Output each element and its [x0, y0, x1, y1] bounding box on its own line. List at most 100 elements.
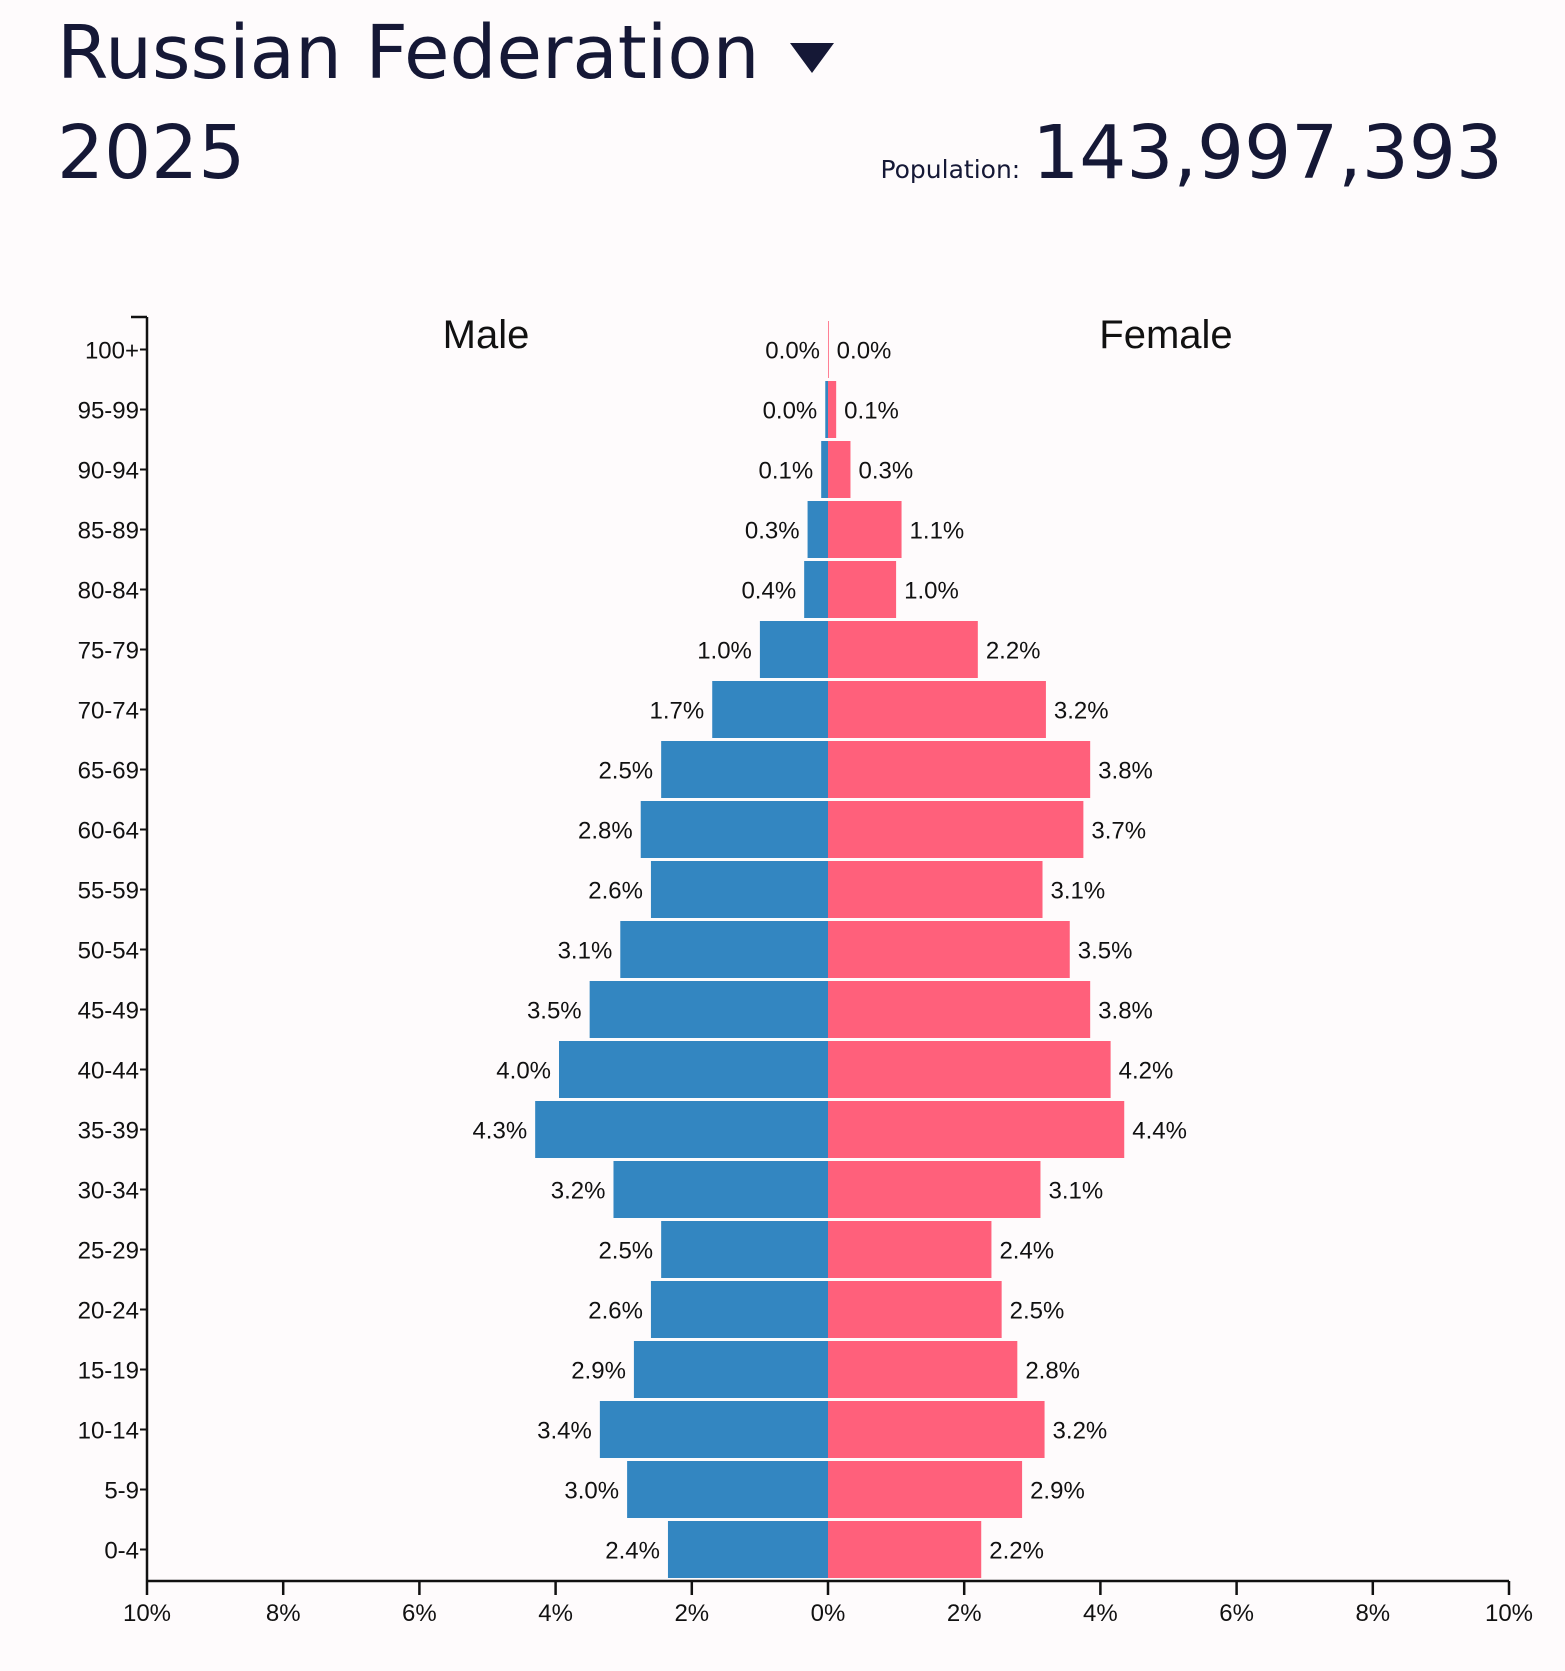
- female-value-label: 4.4%: [1132, 1118, 1187, 1145]
- male-value-label: 3.1%: [558, 938, 613, 965]
- female-value-label: 3.2%: [1054, 698, 1109, 725]
- male-value-label: 3.4%: [537, 1418, 592, 1445]
- female-bar: [828, 1281, 1002, 1338]
- female-bar: [828, 441, 851, 498]
- female-value-label: 0.0%: [837, 338, 892, 365]
- male-bar: [807, 501, 828, 558]
- female-bar: [828, 921, 1070, 978]
- female-bar: [828, 1521, 982, 1578]
- male-value-label: 2.9%: [571, 1358, 626, 1385]
- female-value-label: 2.2%: [986, 638, 1041, 665]
- x-tick-label: 8%: [266, 1600, 301, 1627]
- female-bar: [828, 861, 1043, 918]
- male-bar: [633, 1341, 828, 1398]
- female-bar: [828, 1461, 1023, 1518]
- age-group-label: 40-44: [78, 1058, 139, 1085]
- male-value-label: 4.3%: [472, 1118, 527, 1145]
- male-bar: [661, 741, 828, 798]
- female-value-label: 2.2%: [989, 1538, 1044, 1565]
- female-value-label: 3.1%: [1048, 1178, 1103, 1205]
- female-bar: [828, 621, 978, 678]
- female-value-label: 2.9%: [1030, 1478, 1085, 1505]
- x-tick-label: 8%: [1355, 1600, 1390, 1627]
- female-bar: [828, 981, 1091, 1038]
- female-value-label: 1.0%: [904, 578, 959, 605]
- male-bar: [535, 1101, 828, 1158]
- female-bar: [828, 321, 829, 378]
- age-group-label: 50-54: [78, 938, 139, 965]
- male-value-label: 0.1%: [758, 458, 813, 485]
- population-label: Population:: [880, 155, 1021, 184]
- female-value-label: 3.8%: [1098, 758, 1153, 785]
- male-value-label: 2.6%: [588, 1298, 643, 1325]
- male-bar: [620, 921, 828, 978]
- age-group-label: 90-94: [78, 458, 139, 485]
- female-bar: [828, 1341, 1018, 1398]
- male-value-label: 2.5%: [598, 758, 653, 785]
- male-value-label: 4.0%: [496, 1058, 551, 1085]
- age-group-label: 0-4: [104, 1538, 139, 1565]
- male-bar: [825, 381, 828, 438]
- male-bar: [599, 1401, 828, 1458]
- x-tick-label: 2%: [674, 1600, 709, 1627]
- age-group-label: 15-19: [78, 1358, 139, 1385]
- male-value-label: 0.4%: [741, 578, 796, 605]
- female-bar: [828, 801, 1084, 858]
- male-bar: [559, 1041, 828, 1098]
- x-tick-label: 4%: [1083, 1600, 1118, 1627]
- male-value-label: 3.0%: [564, 1478, 619, 1505]
- male-value-label: 2.4%: [605, 1538, 660, 1565]
- age-group-label: 35-39: [78, 1118, 139, 1145]
- caret-down-icon[interactable]: [789, 43, 834, 73]
- female-value-label: 3.7%: [1091, 818, 1146, 845]
- male-value-label: 2.8%: [578, 818, 633, 845]
- x-tick-label: 6%: [402, 1600, 437, 1627]
- female-bar: [828, 1161, 1041, 1218]
- age-group-label: 10-14: [78, 1418, 139, 1445]
- age-group-label: 5-9: [104, 1478, 139, 1505]
- male-bar: [650, 861, 828, 918]
- age-group-label: 30-34: [78, 1178, 139, 1205]
- female-value-label: 0.1%: [844, 398, 899, 425]
- age-group-label: 55-59: [78, 878, 139, 905]
- country-selector[interactable]: Russian Federation: [57, 8, 834, 98]
- male-value-label: 3.2%: [551, 1178, 606, 1205]
- x-tick-label: 0%: [811, 1600, 846, 1627]
- male-value-label: 3.5%: [527, 998, 582, 1025]
- female-bar: [828, 501, 902, 558]
- female-value-label: 3.1%: [1051, 878, 1106, 905]
- year-label: 2025: [57, 110, 246, 196]
- female-value-label: 2.8%: [1025, 1358, 1080, 1385]
- male-value-label: 2.5%: [598, 1238, 653, 1265]
- x-tick-label: 10%: [123, 1600, 171, 1627]
- male-bar: [627, 1461, 828, 1518]
- male-bar: [712, 681, 828, 738]
- country-name: Russian Federation: [57, 10, 760, 96]
- male-value-label: 1.0%: [697, 638, 752, 665]
- age-group-label: 65-69: [78, 758, 139, 785]
- x-tick-label: 2%: [947, 1600, 982, 1627]
- male-value-label: 2.6%: [588, 878, 643, 905]
- x-tick-label: 4%: [538, 1600, 573, 1627]
- male-value-label: 0.0%: [763, 398, 818, 425]
- female-value-label: 1.1%: [910, 518, 965, 545]
- female-value-label: 3.8%: [1098, 998, 1153, 1025]
- population-value: 143,997,393: [1032, 110, 1503, 196]
- male-bar: [589, 981, 828, 1038]
- female-bar: [828, 681, 1046, 738]
- male-bar: [759, 621, 828, 678]
- female-value-label: 2.4%: [999, 1238, 1054, 1265]
- female-bar: [828, 561, 897, 618]
- female-value-label: 2.5%: [1010, 1298, 1065, 1325]
- age-group-label: 45-49: [78, 998, 139, 1025]
- male-value-label: 0.0%: [765, 338, 820, 365]
- female-value-label: 0.3%: [858, 458, 913, 485]
- male-bar: [661, 1221, 828, 1278]
- male-bar: [640, 801, 828, 858]
- female-bar: [828, 1221, 992, 1278]
- age-group-label: 25-29: [78, 1238, 139, 1265]
- male-bar: [821, 441, 828, 498]
- male-value-label: 0.3%: [745, 518, 800, 545]
- age-group-label: 100+: [85, 338, 139, 365]
